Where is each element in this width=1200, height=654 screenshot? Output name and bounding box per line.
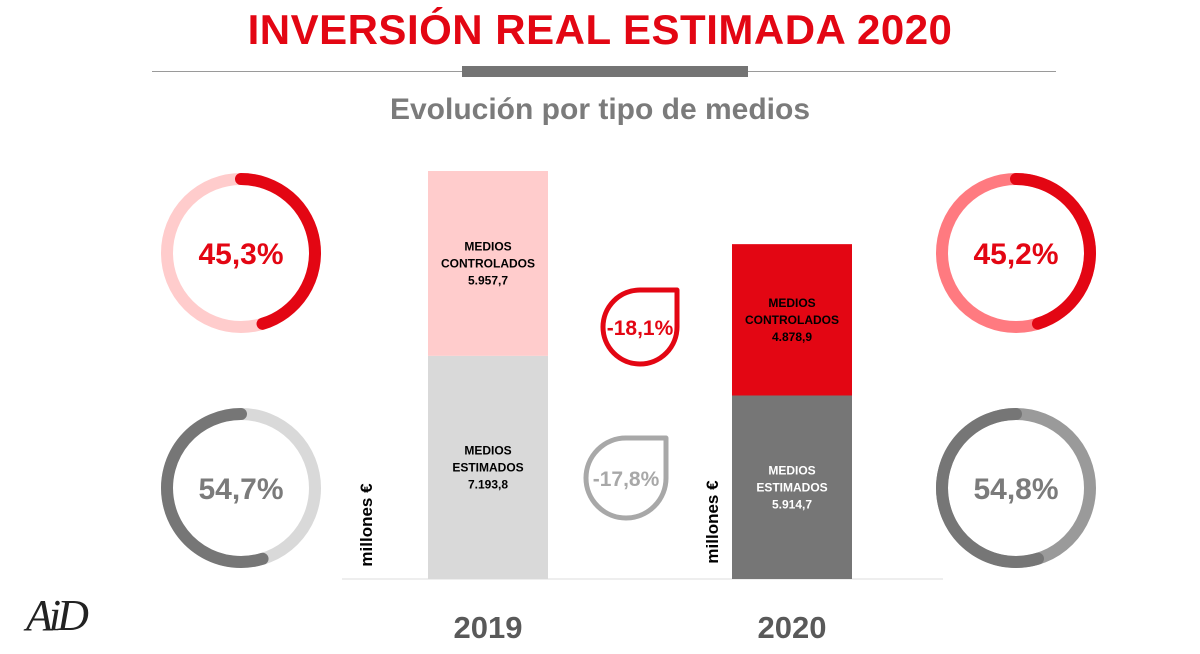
segment-label-medios-estimados-2019-2: 7.193,8 bbox=[468, 477, 508, 491]
segment-label-medios-estimados-2019-1: ESTIMADOS bbox=[452, 460, 523, 474]
category-label-2020: 2020 bbox=[758, 610, 827, 645]
bar-medios-controlados-2019 bbox=[428, 171, 548, 356]
segment-label-medios-estimados-2020-2: 5.914,7 bbox=[772, 497, 812, 511]
y-axis-label-2020: millones € bbox=[703, 480, 722, 564]
aid-logo: AiD bbox=[26, 591, 89, 640]
share-ring-arc-medios-estimados-2019 bbox=[161, 408, 269, 568]
segment-label-medios-controlados-2020-1: CONTROLADOS bbox=[745, 313, 839, 327]
share-ring-arc-medios-estimados-2020 bbox=[936, 408, 1044, 568]
segment-label-medios-estimados-2020-1: ESTIMADOS bbox=[756, 480, 827, 494]
segment-label-medios-estimados-2019-0: MEDIOS bbox=[464, 443, 511, 457]
share-label-medios-estimados-2019: 54,7% bbox=[198, 473, 283, 506]
category-label-2019: 2019 bbox=[454, 610, 523, 645]
bar-medios-controlados-2020 bbox=[732, 244, 852, 396]
segment-label-medios-controlados-2019-2: 5.957,7 bbox=[468, 273, 508, 287]
share-label-medios-estimados-2020: 54,8% bbox=[973, 473, 1058, 506]
page-title: INVERSIÓN REAL ESTIMADA 2020 bbox=[247, 6, 953, 53]
share-ring-arc-medios-controlados-2019 bbox=[235, 173, 321, 330]
change-drop-medios-estimados bbox=[583, 435, 669, 521]
title-divider-accent bbox=[462, 66, 748, 77]
segment-label-medios-estimados-2020-0: MEDIOS bbox=[768, 463, 815, 477]
segment-label-medios-controlados-2019-1: CONTROLADOS bbox=[441, 256, 535, 270]
share-ring-arc-medios-controlados-2020 bbox=[1010, 173, 1096, 330]
segment-label-medios-controlados-2020-2: 4.878,9 bbox=[772, 330, 812, 344]
y-axis-label-2019: millones € bbox=[357, 483, 376, 567]
change-drop-medios-estimados-label: -17,8% bbox=[593, 468, 660, 491]
bar-medios-estimados-2020 bbox=[732, 395, 852, 579]
segment-label-medios-controlados-2019-0: MEDIOS bbox=[464, 239, 511, 253]
share-label-medios-controlados-2020: 45,2% bbox=[973, 238, 1058, 271]
page-subtitle: Evolución por tipo de medios bbox=[389, 93, 811, 126]
change-drop-medios-controlados bbox=[600, 287, 680, 367]
share-label-medios-controlados-2019: 45,3% bbox=[198, 238, 283, 271]
bar-medios-estimados-2019 bbox=[428, 355, 548, 579]
change-drop-medios-controlados-label: -18,1% bbox=[607, 317, 674, 340]
segment-label-medios-controlados-2020-0: MEDIOS bbox=[768, 296, 815, 310]
